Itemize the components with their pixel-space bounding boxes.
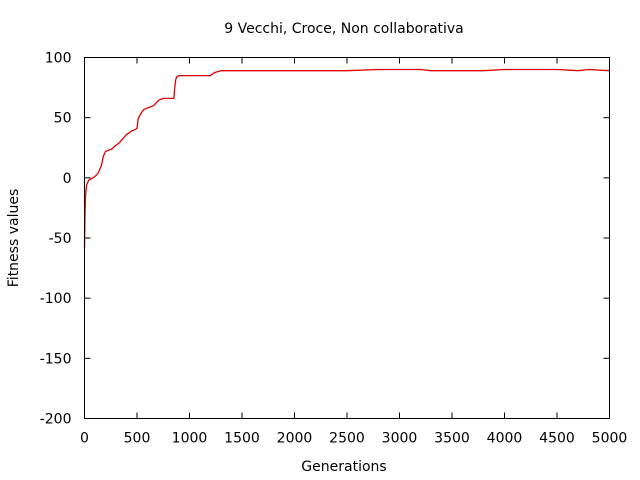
y-axis-label: Fitness values xyxy=(6,189,22,287)
x-tick-label: 3500 xyxy=(434,431,470,447)
x-tick-label: 2000 xyxy=(277,431,313,447)
x-tick-label: 4500 xyxy=(539,431,575,447)
fitness-series-line xyxy=(83,68,610,248)
y-tick-label: -100 xyxy=(40,291,72,307)
x-axis-label: Generations xyxy=(301,459,386,475)
plot-frame xyxy=(84,57,610,419)
chart-title: 9 Vecchi, Croce, Non collaborativa xyxy=(224,21,464,37)
y-tick-label: 0 xyxy=(63,171,72,187)
axis-ticks: 0 500 1000 1500 2000 2500 3000 3500 4000 4500 5000… xyxy=(40,51,628,447)
x-tick-label: 3000 xyxy=(382,431,418,447)
x-tick-label: 4000 xyxy=(487,431,523,447)
x-tick-label: 5000 xyxy=(592,431,628,447)
x-tick-label: 1000 xyxy=(172,431,208,447)
x-tick-label: 500 xyxy=(124,431,151,447)
series-layer xyxy=(83,68,610,248)
x-tick-label: 1500 xyxy=(224,431,260,447)
y-tick-label: 50 xyxy=(54,111,72,127)
x-tick-label: 2500 xyxy=(329,431,365,447)
x-tick-label: 0 xyxy=(80,431,89,447)
y-tick-label: -150 xyxy=(40,351,72,367)
y-tick-label: -200 xyxy=(40,412,72,428)
y-tick-label: -50 xyxy=(49,231,72,247)
y-tick-label: 100 xyxy=(45,51,72,67)
